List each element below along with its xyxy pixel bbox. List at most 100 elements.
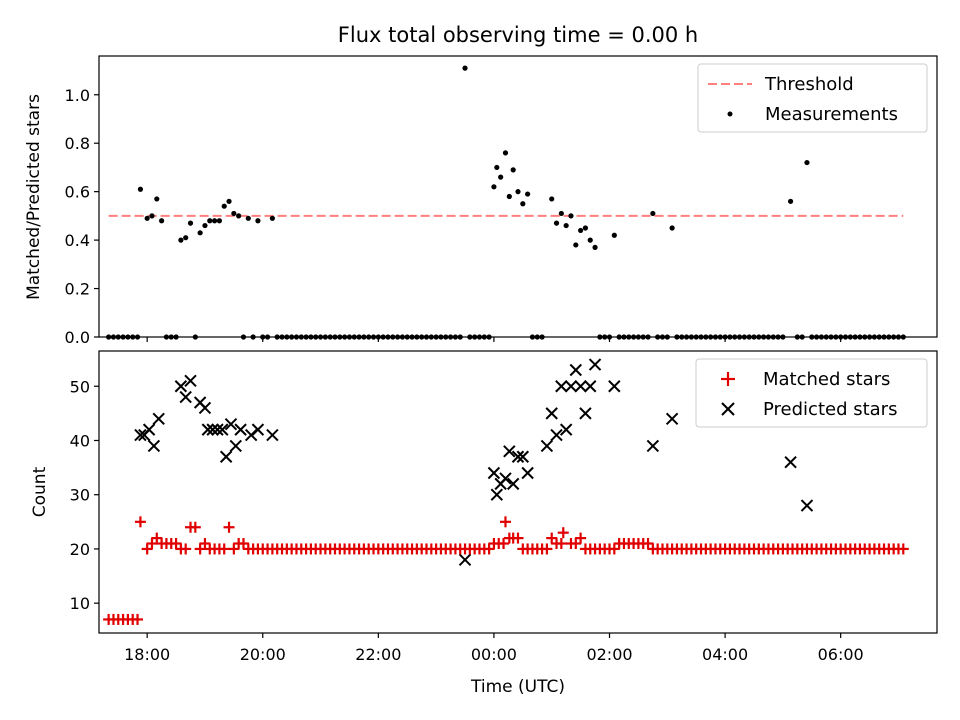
count-legend-box — [695, 358, 928, 428]
matched-star-marker — [570, 538, 582, 550]
matched-star-marker — [132, 613, 144, 625]
legend-matched-swatch — [721, 372, 735, 386]
ratio-y-tick-label: 1.0 — [65, 86, 90, 105]
ratio-legend: Threshold Measurements — [697, 63, 928, 133]
count-x-tick-label: 00:00 — [471, 645, 517, 664]
measurement-point — [491, 184, 497, 190]
count-y-tick-label: 40 — [70, 431, 90, 450]
predicted-stars-series — [134, 358, 814, 566]
legend-threshold-label: Threshold — [764, 74, 854, 95]
ratio-y-ticks: 0.0 0.2 0.4 0.6 0.8 1.0 — [65, 86, 99, 347]
count-y-tick-label: 50 — [70, 377, 90, 396]
measurement-point — [221, 203, 227, 209]
predicted-marker-stroke — [555, 380, 568, 393]
count-y-ticks: 10 20 30 40 50 — [70, 377, 99, 613]
predicted-star-marker — [251, 423, 265, 436]
count-x-tick-label: 06:00 — [818, 645, 864, 664]
measurement-point — [525, 191, 531, 197]
predicted-star-marker — [569, 363, 583, 377]
predicted-star-marker — [487, 466, 501, 480]
predicted-star-marker — [219, 450, 233, 463]
predicted-marker-stroke — [266, 428, 279, 442]
measurement-point — [269, 215, 275, 221]
predicted-star-marker — [540, 439, 554, 453]
measurement-point — [462, 65, 468, 71]
count-y-tick-label: 30 — [70, 486, 90, 505]
measurement-point — [553, 220, 560, 226]
predicted-star-marker — [224, 418, 238, 431]
measurement-point — [245, 215, 251, 221]
matched-star-marker — [228, 543, 240, 555]
measurement-point — [226, 198, 232, 204]
predicted-marker-stroke — [184, 374, 197, 388]
count-x-tick-label: 04:00 — [702, 645, 748, 664]
measurement-point — [787, 198, 794, 204]
predicted-marker-stroke — [550, 428, 563, 442]
legend-measurements-swatch — [727, 111, 733, 117]
predicted-marker-stroke — [574, 380, 587, 393]
matched-star-marker — [134, 516, 146, 528]
measurement-point — [804, 159, 810, 166]
predicted-star-marker — [179, 390, 192, 404]
predicted-star-marker — [521, 466, 534, 480]
predicted-marker-stroke — [487, 466, 501, 480]
predicted-marker-stroke — [251, 423, 265, 436]
predicted-marker-stroke — [540, 439, 554, 453]
predicted-marker-stroke — [229, 439, 242, 453]
predicted-star-marker — [234, 423, 247, 436]
predicted-marker-stroke — [174, 380, 188, 393]
measurement-point — [568, 213, 574, 219]
ratio-x-ticks — [146, 337, 842, 342]
legend-measurements-label: Measurements — [765, 104, 898, 125]
predicted-star-marker — [499, 472, 512, 485]
matched-star-marker — [146, 538, 158, 550]
measurement-point — [650, 210, 656, 217]
predicted-marker-stroke — [216, 423, 229, 436]
measurement-point — [582, 225, 589, 231]
measurement-point — [494, 164, 500, 171]
predicted-marker-stroke — [511, 450, 525, 463]
count-y-tick-label: 10 — [70, 594, 90, 613]
count-x-tick-label: 02:00 — [586, 645, 632, 664]
predicted-star-marker — [201, 423, 215, 436]
predicted-marker-stroke — [219, 450, 233, 463]
matched-star-marker — [151, 532, 163, 544]
count-x-tick-label: 18:00 — [124, 645, 170, 664]
measurement-point — [592, 244, 598, 250]
predicted-star-marker — [142, 423, 156, 436]
predicted-marker-stroke — [152, 412, 165, 425]
predicted-star-marker — [147, 439, 161, 453]
predicted-star-marker — [574, 380, 587, 393]
predicted-marker-stroke — [206, 423, 219, 436]
matched-star-marker — [575, 532, 587, 544]
measurement-point — [197, 230, 203, 236]
x-axis-label: Time (UTC) — [470, 677, 565, 697]
predicted-star-marker — [550, 428, 563, 442]
measurement-point — [211, 218, 218, 224]
measurement-point — [587, 237, 593, 243]
predicted-star-marker — [800, 499, 814, 512]
predicted-star-marker — [579, 407, 592, 420]
predicted-marker-stroke — [646, 439, 660, 453]
matched-star-marker — [555, 538, 567, 550]
measurement-point — [154, 196, 160, 202]
matched-star-marker — [541, 543, 553, 555]
predicted-star-marker — [266, 428, 279, 442]
count-y-tick-label: 20 — [70, 540, 90, 559]
measurement-point — [236, 213, 242, 219]
predicted-marker-stroke — [564, 380, 578, 393]
measurement-point — [144, 215, 150, 221]
predicted-marker-stroke — [142, 423, 156, 436]
predicted-marker-stroke — [506, 477, 520, 491]
ratio-y-tick-label: 0.8 — [65, 134, 90, 153]
count-x-ticks: 18:00 20:00 22:00 00:00 02:00 04:00 06:00 — [124, 633, 864, 664]
measurement-point — [159, 218, 165, 224]
measurement-point — [558, 210, 564, 217]
ratio-y-tick-label: 0.6 — [65, 183, 90, 202]
predicted-star-marker — [229, 439, 242, 453]
predicted-marker-stroke — [198, 401, 212, 415]
measurement-point — [137, 186, 144, 192]
predicted-marker-stroke — [608, 380, 621, 393]
matched-star-marker — [218, 543, 230, 555]
matched-star-marker — [223, 521, 235, 533]
